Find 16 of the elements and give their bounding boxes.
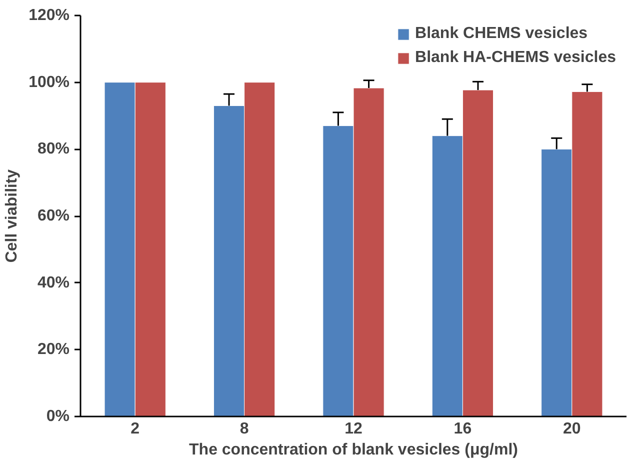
legend-label: Blank CHEMS vesicles [415, 25, 588, 43]
y-tick-label: 20% [37, 341, 70, 358]
y-tick-label: 100% [28, 74, 70, 91]
x-tick-label: 16 [454, 420, 472, 438]
y-tick-label: 80% [37, 140, 70, 158]
legend-label: Blank HA-CHEMS vesicles [415, 49, 616, 67]
y-tick-label: 0% [46, 408, 70, 425]
y-tick-label: 120% [28, 7, 70, 24]
y-tick-label: 40% [37, 274, 70, 292]
x-tick-label: 8 [240, 420, 249, 438]
x-tick-label: 12 [344, 420, 362, 438]
x-tick-label: 20 [563, 420, 581, 438]
y-axis-title: Cell viability [4, 169, 21, 263]
y-tick-label: 60% [37, 208, 70, 224]
x-tick-label: 2 [130, 420, 140, 438]
x-axis-title: The concentration of blank vesicles (μg/ml) [189, 442, 518, 458]
